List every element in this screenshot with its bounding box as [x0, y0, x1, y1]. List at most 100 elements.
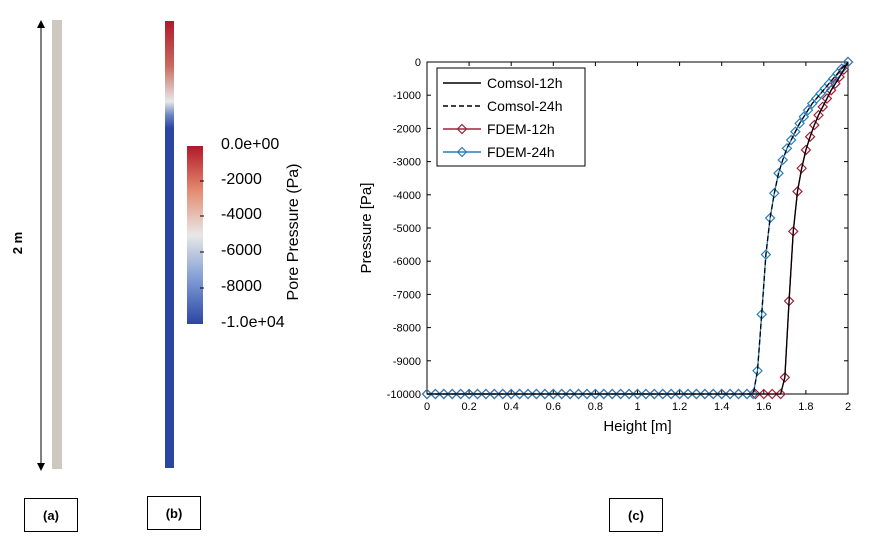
data-point — [798, 111, 810, 123]
data-point — [777, 154, 789, 166]
panel-b-label: (b) — [147, 496, 201, 530]
data-point — [430, 388, 441, 400]
series-line-comsol-24h — [427, 61, 849, 395]
height-dimension-label: 2 m — [9, 231, 25, 255]
data-point — [438, 388, 450, 400]
colorbar-tick-label: 0.0e+00 — [221, 136, 280, 153]
data-point — [707, 388, 719, 400]
data-point — [648, 388, 660, 400]
data-point — [825, 84, 837, 96]
x-tick-label: 1.8 — [798, 401, 813, 413]
data-point — [615, 388, 627, 400]
data-point — [790, 126, 801, 138]
data-point — [455, 388, 467, 400]
data-point — [632, 388, 643, 400]
x-tick-label: 0.2 — [461, 401, 476, 413]
data-point — [598, 388, 610, 400]
data-point — [794, 118, 805, 129]
series-line-comsol-12h — [427, 61, 849, 395]
legend-entry: FDEM-24h — [487, 144, 555, 160]
legend — [436, 67, 586, 167]
pore-pressure-column — [165, 21, 174, 468]
y-tick-label: -2000 — [393, 123, 421, 135]
data-point — [556, 388, 568, 400]
x-tick-label: 2 — [845, 401, 851, 413]
x-tick-label: 0.4 — [504, 401, 519, 413]
legend-entry: Comsol-12h — [487, 75, 562, 91]
data-point — [472, 388, 483, 400]
data-point — [564, 388, 576, 400]
data-point — [539, 388, 551, 400]
data-point — [699, 388, 711, 400]
data-point — [514, 388, 525, 400]
data-point — [674, 388, 685, 400]
legend-marker — [456, 123, 468, 135]
y-tick-label: 0 — [415, 57, 421, 69]
data-point — [421, 388, 433, 400]
x-tick-label: 1 — [634, 401, 640, 413]
x-tick-label: 1.2 — [672, 401, 687, 413]
colorbar-tick-label: -8000 — [221, 278, 262, 295]
colorbar-tick-label: -4000 — [221, 206, 262, 223]
data-point — [463, 388, 475, 400]
data-point — [640, 388, 652, 400]
x-tick-label: 0.6 — [546, 401, 561, 413]
data-point — [773, 167, 784, 179]
panel-b — [150, 0, 350, 480]
data-point — [842, 56, 854, 68]
data-point — [590, 388, 601, 400]
y-tick-label: -4000 — [393, 190, 421, 202]
dimension-arrow — [37, 20, 45, 471]
data-point — [838, 64, 850, 75]
data-point — [813, 109, 824, 121]
x-tick-label: 1.6 — [756, 401, 771, 413]
data-point — [480, 388, 492, 400]
data-point — [547, 388, 559, 400]
colorbar — [187, 146, 203, 324]
data-point — [781, 142, 793, 154]
data-point — [531, 388, 542, 400]
colorbar-tick-label: -2000 — [221, 171, 262, 188]
data-point — [817, 101, 829, 113]
y-axis-label: Pressure [Pa] — [358, 183, 375, 274]
y-tick-label: -1000 — [393, 90, 421, 102]
data-point — [800, 144, 812, 156]
data-point — [682, 388, 694, 400]
y-tick-label: -3000 — [393, 157, 421, 169]
panel-a-label: (a) — [24, 498, 78, 532]
colorbar-tick-label: -6000 — [221, 242, 262, 259]
legend-entry: FDEM-12h — [487, 121, 555, 137]
data-point — [779, 372, 791, 383]
colorbar-tick-label: -1.0e+04 — [221, 314, 285, 331]
data-point — [758, 388, 770, 400]
data-point — [657, 388, 669, 400]
pressure-chart: 0 0.2 0.4 0.6 0.8 1 1.2 1.4 1.6 1.8 2 0 -1000 -2000 -3… — [358, 56, 854, 435]
data-point — [796, 162, 808, 174]
data-point — [821, 93, 833, 104]
data-point — [750, 388, 761, 400]
data-point — [623, 388, 635, 400]
data-point — [581, 388, 593, 400]
data-point — [505, 388, 517, 400]
data-point — [497, 388, 509, 400]
data-point — [522, 388, 534, 400]
data-point — [802, 104, 814, 116]
data-point — [573, 388, 584, 400]
data-point — [747, 388, 759, 400]
data-point — [691, 388, 702, 400]
x-tick-label: 0 — [424, 401, 430, 413]
data-point — [489, 388, 500, 400]
data-point — [724, 388, 736, 400]
x-tick-label: 1.4 — [714, 401, 729, 413]
y-tick-label: -10000 — [387, 389, 421, 401]
y-tick-label: -5000 — [393, 223, 421, 235]
data-point — [760, 249, 772, 260]
data-point — [665, 388, 677, 400]
data-point — [733, 388, 744, 400]
data-point — [804, 131, 816, 143]
x-axis-label: Height [m] — [603, 418, 671, 435]
colorbar-tick-marks — [200, 180, 204, 289]
y-tick-label: -8000 — [393, 323, 421, 335]
colorbar-title: Pore Pressure (Pa) — [285, 163, 302, 301]
data-point — [752, 365, 763, 377]
